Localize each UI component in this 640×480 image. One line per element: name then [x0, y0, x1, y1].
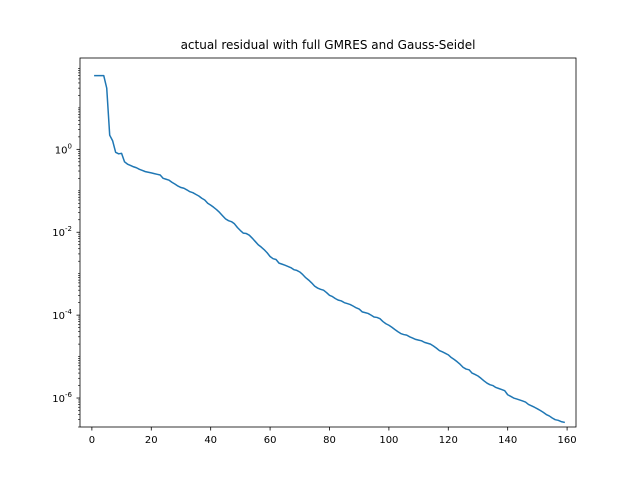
- x-tick-label: 40: [204, 435, 217, 446]
- data-line-residual: [94, 74, 566, 424]
- y-tick-label: 100: [55, 142, 72, 156]
- x-tick-label: 120: [439, 435, 458, 446]
- y-tick-label: 10-6: [52, 391, 72, 405]
- y-tick-label: 10-4: [52, 308, 72, 322]
- x-tick-label: 140: [498, 435, 517, 446]
- x-tick-label: 80: [323, 435, 336, 446]
- x-tick-label: 60: [264, 435, 277, 446]
- x-tick-label: 100: [379, 435, 398, 446]
- x-tick-label: 20: [145, 435, 158, 446]
- chart-title: actual residual with full GMRES and Gaus…: [181, 38, 476, 52]
- plot-area: 0 20 40 60 80 100 120 140 160 100 10-2 10-4 10-6: [52, 57, 577, 446]
- x-tick-label: 0: [89, 435, 95, 446]
- axes-frame: [79, 57, 577, 428]
- y-tick-label: 10-2: [52, 225, 72, 239]
- x-tick-label: 160: [558, 435, 577, 446]
